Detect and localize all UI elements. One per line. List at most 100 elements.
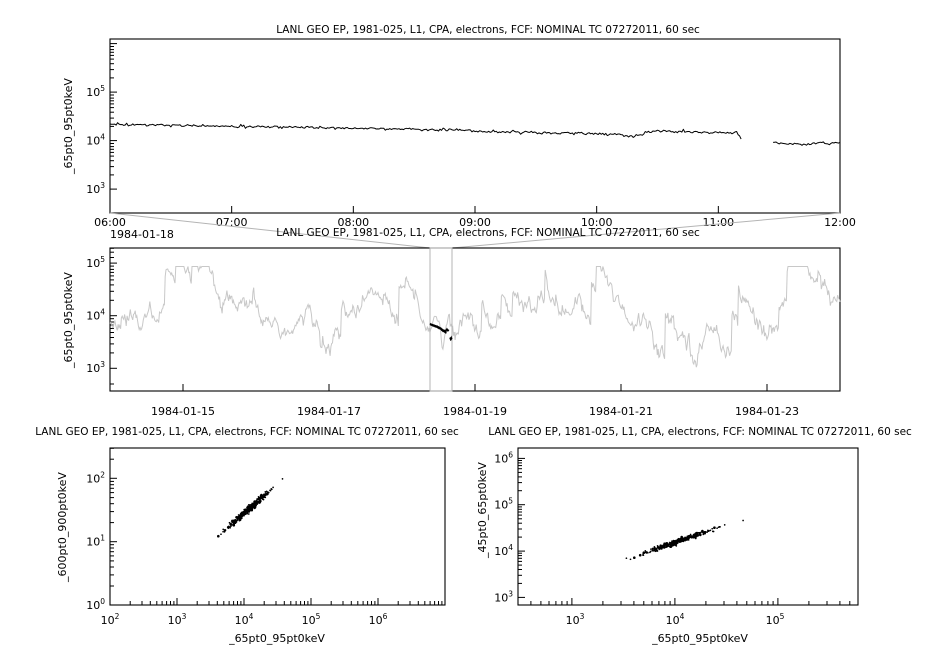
panel-top-title: LANL GEO EP, 1981-025, L1, CPA, electron…: [276, 24, 700, 36]
svg-text:105: 105: [766, 612, 785, 627]
scatter-point: [706, 531, 708, 533]
xtick-top-4: 10:00: [581, 216, 613, 229]
svg-text:102: 102: [101, 612, 120, 627]
scatter-point: [644, 550, 647, 552]
scatter-point: [676, 541, 679, 543]
scatter-point: [251, 502, 254, 505]
svg-text:104: 104: [494, 543, 513, 558]
svg-text:106: 106: [369, 612, 388, 627]
scatter-point: [244, 512, 247, 515]
xtick-sr-1: 10: [666, 614, 680, 627]
ytick-ctx-0: 10: [86, 362, 100, 375]
scatter-point: [242, 510, 245, 513]
ytick-top-exp-0: 3: [100, 181, 105, 190]
context-highlight-path: [429, 322, 453, 342]
ytick-sl-exp-1: 1: [100, 534, 105, 543]
panel-scatter-right-points: [625, 519, 744, 561]
scatter-point: [248, 507, 251, 510]
ytick-top-exp-2: 5: [100, 84, 105, 93]
scatter-point: [264, 491, 267, 493]
panel-scatter-right-y-ticklabels: 103 104 105 106: [494, 450, 513, 604]
scatter-point: [238, 516, 241, 518]
panel-top-y-ticklabels: 103 104 105: [86, 84, 105, 196]
xtick-sr-exp-2: 5: [780, 612, 785, 621]
xtick-sl-0: 10: [101, 614, 115, 627]
ytick-sr-exp-1: 4: [508, 543, 513, 552]
scatter-point: [251, 503, 253, 506]
ytick-sr-exp-0: 3: [508, 589, 513, 598]
scatter-point: [651, 549, 654, 552]
panel-context-ylabel: _65pt0_95pt0keV: [62, 272, 75, 369]
ytick-sr-1: 10: [494, 545, 508, 558]
scatter-point: [668, 545, 671, 548]
xtick-ctx-3: 1984-01-21: [589, 405, 653, 418]
svg-text:104: 104: [86, 133, 105, 148]
svg-text:103: 103: [86, 181, 105, 196]
xtick-sl-1: 10: [168, 614, 182, 627]
scatter-point: [233, 521, 237, 524]
scatter-point: [712, 530, 715, 533]
ytick-ctx-exp-2: 5: [100, 255, 105, 264]
panel-scatter-left-points: [217, 478, 284, 538]
scatter-point: [229, 525, 232, 528]
scatter-point: [263, 494, 265, 496]
xtick-ctx-2: 1984-01-19: [443, 405, 507, 418]
scatter-point: [656, 550, 659, 552]
scatter-point: [238, 519, 241, 521]
scatter-point: [237, 514, 240, 516]
ytick-sr-3: 10: [494, 452, 508, 465]
scatter-point: [237, 518, 239, 521]
svg-text:104: 104: [235, 612, 254, 627]
xtick-sr-0: 10: [566, 614, 580, 627]
scatter-point: [233, 519, 235, 521]
xtick-ctx-4: 1984-01-23: [735, 405, 799, 418]
scatter-point: [707, 529, 709, 532]
xtick-top-6: 12:00: [824, 216, 856, 229]
scatter-point: [230, 520, 233, 522]
scatter-point: [223, 529, 227, 532]
panel-context-x-ticks: [109, 384, 841, 391]
scatter-point: [656, 546, 660, 549]
panel-top-ylabel: _65pt0_95pt0keV: [62, 78, 75, 175]
scatter-point: [696, 533, 698, 536]
scatter-point: [686, 539, 689, 541]
panel-top: LANL GEO EP, 1981-025, L1, CPA, electron…: [62, 24, 856, 241]
panel-context-y-ticklabels: 103 104 105: [86, 255, 105, 375]
xtick-sl-exp-2: 4: [249, 612, 254, 621]
scatter-point: [251, 509, 253, 512]
scatter-point: [699, 533, 702, 536]
panel-context-x-ticklabels: 1984-01-15 1984-01-17 1984-01-19 1984-01…: [151, 405, 799, 418]
panel-scatter-right-title: LANL GEO EP, 1981-025, L1, CPA, electron…: [488, 426, 912, 438]
scatter-point: [686, 535, 689, 538]
panel-scatter-left: LANL GEO EP, 1981-025, L1, CPA, electron…: [35, 426, 459, 645]
scatter-point: [246, 512, 249, 515]
scatter-point: [713, 526, 716, 529]
panel-scatter-left-y-ticklabels: 100 101 102: [86, 470, 105, 612]
scatter-point: [709, 529, 712, 532]
scatter-point: [236, 517, 238, 520]
scatter-point: [689, 533, 692, 536]
panel-top-date-label: 1984-01-18: [110, 228, 174, 241]
xtick-sl-exp-1: 3: [182, 612, 187, 621]
panel-scatter-right-x-ticklabels: 103 104 105: [566, 612, 785, 627]
xtick-sr-exp-1: 4: [680, 612, 685, 621]
scatter-point: [680, 540, 682, 543]
scatter-point: [633, 556, 636, 559]
panel-scatter-right-xlabel: _65pt0_95pt0keV: [651, 632, 748, 645]
xtick-sl-exp-4: 6: [383, 612, 388, 621]
scatter-point: [222, 530, 224, 533]
scatter-point: [272, 486, 274, 489]
scatter-point: [266, 491, 269, 493]
scatter-point: [257, 498, 260, 501]
top-series-path: [109, 122, 841, 146]
scatter-point: [684, 538, 687, 541]
scatter-point: [694, 535, 696, 538]
scatter-point: [693, 533, 696, 535]
scatter-point: [264, 496, 267, 499]
svg-text:104: 104: [86, 308, 105, 323]
ytick-sr-exp-3: 6: [508, 450, 513, 459]
panel-context-highlight-box: [429, 247, 453, 392]
scatter-point: [703, 531, 706, 533]
